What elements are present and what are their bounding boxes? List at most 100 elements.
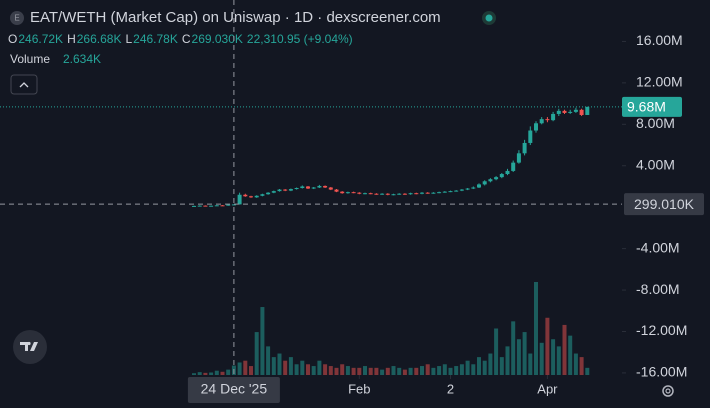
candle-body (562, 110, 567, 113)
volume-bar (385, 367, 390, 375)
candle-body (391, 194, 396, 196)
candle-body (420, 192, 424, 194)
candle-body (283, 189, 288, 191)
candle-body (334, 189, 339, 192)
crosshair-y-box (624, 193, 704, 216)
candle-body (385, 193, 390, 195)
volume-bar (237, 362, 242, 375)
plot-area (0, 106, 622, 375)
volume-bar (300, 360, 305, 375)
token-icon-letter: E (14, 14, 19, 23)
volume-bar (402, 369, 407, 375)
candle-body (505, 170, 510, 175)
x-tick-label: Apr (537, 381, 558, 396)
volume-label: Volume (10, 52, 50, 66)
candle-body (414, 193, 419, 195)
volume-bar (482, 360, 487, 375)
candle-body (528, 130, 533, 143)
ohlc-key: H (67, 32, 76, 46)
candle-body (340, 191, 345, 194)
y-tick-label: 8.00M (636, 115, 675, 131)
candle-body (516, 153, 521, 163)
candle-body (363, 193, 367, 195)
crosshair-x-box (187, 377, 280, 403)
candle-body (237, 194, 242, 205)
candle-body (288, 189, 293, 191)
volume-bar (197, 372, 202, 375)
settings-icon[interactable] (662, 385, 674, 397)
candle-body (402, 193, 407, 195)
candle-body (408, 193, 413, 195)
logo-badge (13, 330, 47, 364)
volume-bar (488, 353, 493, 375)
candle-body (380, 193, 385, 195)
volume-bar (363, 366, 367, 375)
candle-body (260, 194, 265, 196)
volume-bar (448, 367, 453, 375)
candle-body (317, 185, 322, 188)
volume-bar (431, 367, 436, 375)
volume-bar (214, 370, 219, 375)
candle-body (214, 205, 219, 207)
candle-body (556, 110, 561, 114)
settings-icon-center (665, 388, 671, 394)
volume-bar (345, 366, 350, 375)
volume-bar (505, 346, 510, 375)
candle-body (351, 192, 356, 194)
volume-bar (539, 342, 544, 375)
ohlc-key: C (182, 32, 191, 46)
volume-bar (408, 367, 413, 375)
volume-bar (442, 364, 447, 375)
volume-bar (351, 367, 356, 375)
volume-bar (340, 364, 345, 375)
volume-bar (516, 339, 521, 375)
volume-bar (271, 357, 276, 375)
ohlc-value: 246.78K (133, 32, 178, 46)
ohlc-key: L (125, 32, 132, 46)
volume-bar (220, 371, 225, 375)
ohlc-value: 246.72K (18, 32, 63, 46)
ohlc-key: O (8, 32, 17, 46)
candle-body (579, 109, 584, 115)
candle-body (448, 191, 453, 193)
volume-bar (243, 360, 248, 375)
candle-body (534, 123, 538, 131)
crosshair-y-label: 299.010K (634, 196, 695, 212)
volume-bar (277, 353, 282, 375)
last-price-box (622, 96, 682, 117)
volume-bar (266, 346, 271, 375)
volume-bar (425, 364, 430, 375)
y-tick-label: 16.00M (636, 32, 683, 48)
volume-bar (551, 339, 556, 375)
candle-body (511, 162, 516, 171)
candle-body (499, 174, 504, 178)
volume-bar (568, 335, 573, 375)
volume-bar (459, 364, 464, 375)
candle-body (254, 195, 259, 198)
candle-body (277, 189, 282, 192)
candle-body (568, 111, 573, 113)
candle-body (539, 119, 544, 124)
collapse-button[interactable] (10, 74, 38, 95)
volume-bar (306, 364, 310, 375)
candle-body (488, 179, 493, 182)
volume-bar (249, 366, 253, 375)
volume-bar (391, 366, 396, 375)
volume-bar (545, 317, 550, 375)
volume-bar (471, 364, 476, 375)
candle-body (437, 192, 442, 194)
volume-bar (294, 364, 299, 375)
volume-bar (254, 332, 259, 375)
candle-body (471, 187, 476, 189)
candle-body (454, 190, 459, 192)
volume-bar (288, 357, 293, 375)
volume-bar (323, 364, 328, 375)
logo (20, 342, 38, 351)
candle-body (477, 184, 481, 188)
volume-bar (494, 328, 499, 375)
candle-body (311, 187, 316, 189)
candle-body (573, 109, 578, 112)
volume-bar (368, 367, 373, 375)
candle-body (431, 192, 436, 194)
candle-body (482, 181, 487, 185)
